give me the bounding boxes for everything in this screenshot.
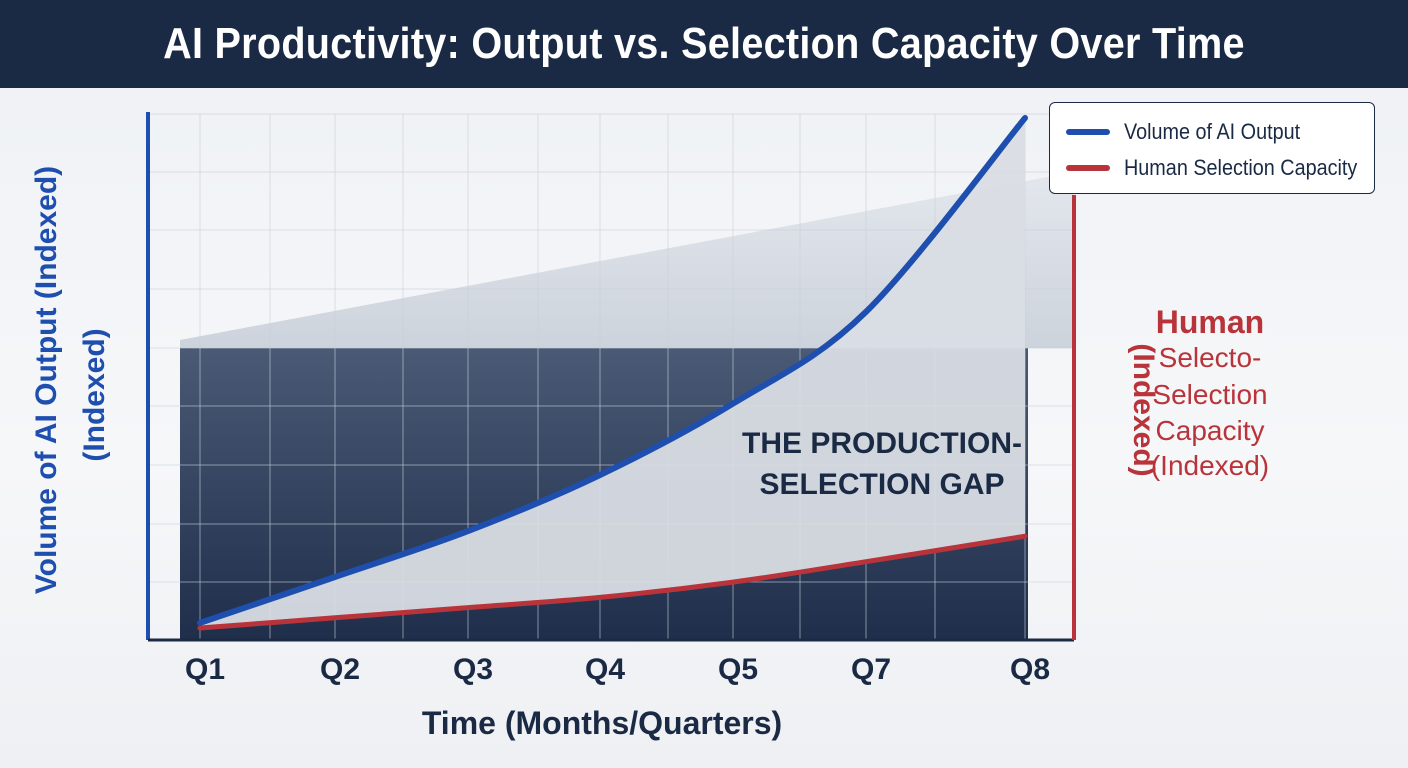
x-tick-label: Q1 [185, 653, 225, 686]
y-axis-label-right-line: (Indexed) [1151, 450, 1269, 481]
legend: Volume of AI Output Human Selection Capa… [1049, 102, 1375, 194]
x-axis-title: Time (Months/Quarters) [422, 705, 782, 741]
gap-annotation-line2: SELECTION GAP [759, 468, 1004, 501]
data-point-output [865, 311, 867, 313]
legend-swatch-selection [1066, 165, 1110, 171]
data-point-selection [599, 596, 601, 598]
gap-annotation-line1: THE PRODUCTION- [742, 427, 1022, 460]
data-point-selection [467, 607, 469, 609]
legend-label-output: Volume of AI Output [1124, 119, 1301, 144]
x-tick-label: Q7 [851, 653, 891, 686]
y-axis-label-right-line: Human [1156, 304, 1264, 340]
y-axis-subtitle-left: (Indexed) [78, 328, 111, 461]
data-point-output [467, 530, 469, 532]
x-tick-label: Q5 [718, 653, 758, 686]
data-point-selection [334, 617, 336, 619]
data-point-selection [865, 561, 867, 563]
data-point-selection [732, 581, 734, 583]
data-point-output [599, 474, 601, 476]
y-axis-label-right-line: Selecto- [1159, 342, 1262, 373]
legend-item-output: Volume of AI Output [1066, 117, 1320, 147]
x-tick-label: Q2 [320, 653, 360, 686]
legend-item-selection: Human Selection Capacity [1066, 153, 1383, 183]
y-axis-title-right-rotated: (Indexed) [1127, 343, 1160, 476]
data-point-output [199, 622, 201, 624]
x-tick-label: Q4 [585, 653, 625, 686]
y-axis-label-right-line: Selection [1152, 379, 1267, 410]
x-tick-label: Q3 [453, 653, 493, 686]
data-point-output [732, 403, 734, 405]
chart-title: AI Productivity: Output vs. Selection Ca… [163, 19, 1245, 68]
legend-swatch-output [1066, 129, 1110, 135]
data-point-output [334, 576, 336, 578]
y-axis-title-left: Volume of AI Output (Indexed) [30, 166, 63, 594]
gap-area [200, 118, 1025, 628]
title-bar: AI Productivity: Output vs. Selection Ca… [0, 0, 1408, 88]
data-point-selection [1024, 535, 1026, 537]
y-axis-label-right-line: Capacity [1156, 415, 1265, 446]
data-point-selection [199, 627, 201, 629]
data-point-output [1024, 117, 1026, 119]
x-tick-label: Q8 [1010, 653, 1050, 686]
legend-label-selection: Human Selection Capacity [1124, 155, 1358, 180]
